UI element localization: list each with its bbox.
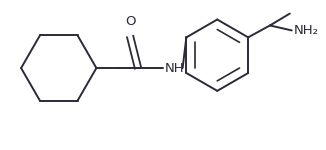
Text: O: O	[125, 15, 135, 28]
Text: NH₂: NH₂	[294, 24, 319, 37]
Text: NH: NH	[165, 61, 185, 75]
